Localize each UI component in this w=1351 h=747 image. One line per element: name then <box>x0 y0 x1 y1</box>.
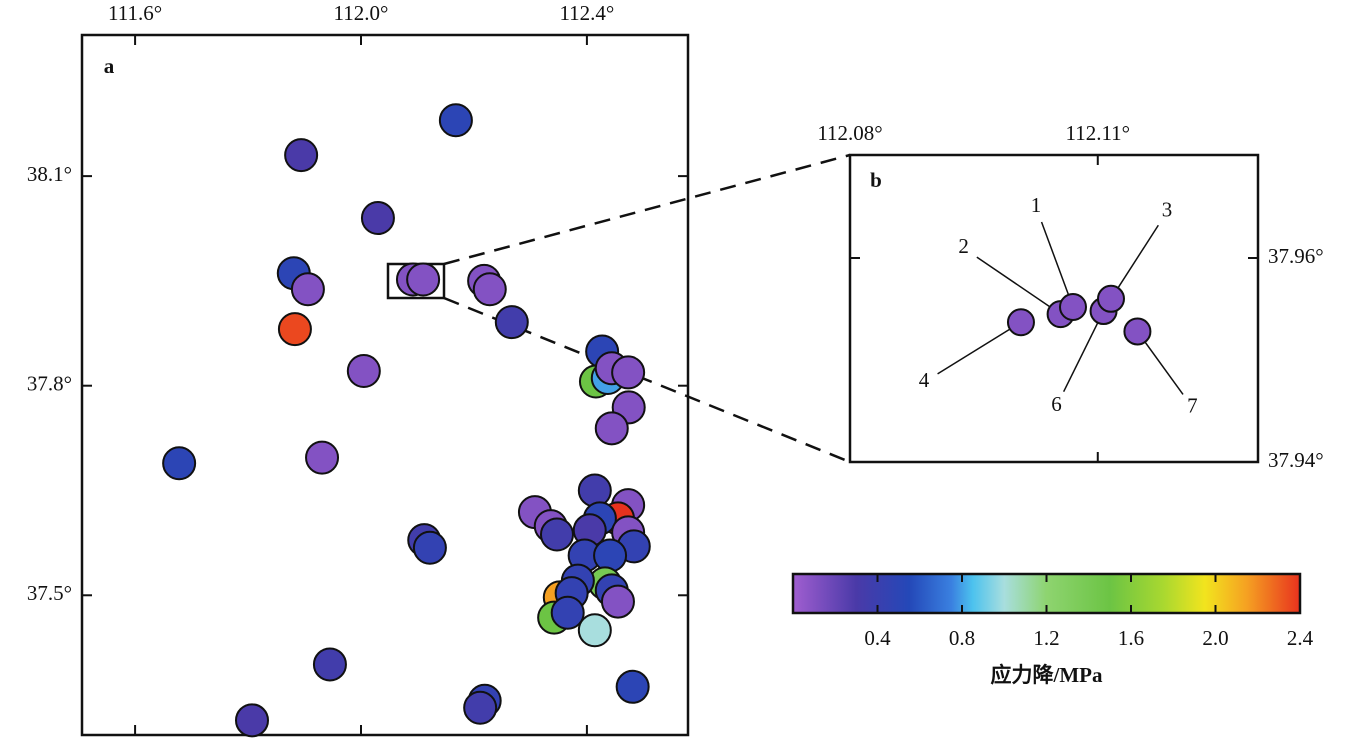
event-point <box>550 595 585 630</box>
event-point <box>611 355 646 390</box>
event-point <box>615 669 650 704</box>
event-point <box>162 446 197 481</box>
leader-line <box>937 321 1022 375</box>
panel-label: a <box>104 54 115 78</box>
event-point <box>577 473 612 508</box>
leader-line <box>976 256 1062 315</box>
event-point <box>412 530 447 565</box>
y-tick-label: 37.8° <box>27 372 72 396</box>
zoom-connector <box>443 153 851 266</box>
zoom-connector <box>443 296 851 464</box>
event-point <box>600 584 635 619</box>
event-point <box>312 647 347 682</box>
x-tick-label: 112.11° <box>1065 121 1130 145</box>
x-tick-label: 112.0° <box>334 1 389 25</box>
event-point <box>277 312 312 347</box>
event-point <box>577 613 612 648</box>
colorbar-tick-label: 1.6 <box>1118 626 1144 650</box>
colorbar-tick-label: 2.0 <box>1202 626 1228 650</box>
event-point <box>593 538 628 573</box>
y-tick-label: 37.5° <box>27 581 72 605</box>
event-point <box>594 411 629 446</box>
x-tick-label: 112.08° <box>817 121 882 145</box>
event-point <box>406 262 441 297</box>
event-point <box>1123 317 1152 346</box>
colorbar-tick-label: 2.4 <box>1287 626 1314 650</box>
event-point <box>539 517 574 552</box>
y-tick-label: 38.1° <box>27 162 72 186</box>
leader-line <box>1062 310 1105 393</box>
point-label: 4 <box>919 368 930 392</box>
event-point <box>472 272 507 307</box>
event-point <box>494 305 529 340</box>
leader-line <box>1110 224 1159 300</box>
event-point <box>360 201 395 236</box>
event-point <box>346 354 381 389</box>
point-label: 2 <box>958 234 969 258</box>
leader-line <box>1040 221 1074 308</box>
colorbar-tick-label: 0.8 <box>949 626 975 650</box>
point-label: 6 <box>1051 392 1062 416</box>
x-tick-label: 112.4° <box>559 1 614 25</box>
point-label: 7 <box>1187 393 1198 417</box>
panel-label: b <box>870 168 882 192</box>
event-point <box>463 690 498 725</box>
colorbar-title: 应力降/MPa <box>991 663 1103 687</box>
x-tick-label: 111.6° <box>108 1 162 25</box>
y-tick-label: 37.96° <box>1268 244 1324 268</box>
point-label: 3 <box>1162 198 1173 222</box>
colorbar-tick-label: 0.4 <box>864 626 891 650</box>
event-point <box>1006 308 1035 337</box>
panel-frame <box>848 153 1260 464</box>
event-point <box>305 440 340 475</box>
event-point <box>1096 284 1125 313</box>
event-point <box>438 103 473 138</box>
y-tick-label: 37.94° <box>1268 448 1324 472</box>
colorbar-tick-label: 1.2 <box>1033 626 1059 650</box>
event-point <box>1058 292 1087 321</box>
point-label: 1 <box>1031 193 1042 217</box>
event-point <box>234 703 269 738</box>
event-point <box>284 138 319 173</box>
event-point <box>290 272 325 307</box>
